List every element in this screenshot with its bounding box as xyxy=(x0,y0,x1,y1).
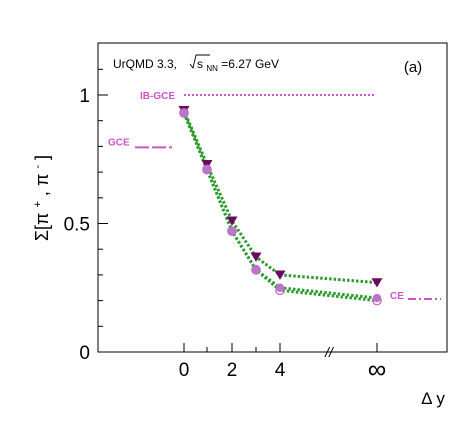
x-axis-label: Δ y xyxy=(421,389,445,408)
series-3-point-6 xyxy=(372,295,382,306)
series-2-point-3 xyxy=(227,227,237,236)
series-line-2 xyxy=(182,112,378,300)
x-tick-label-2: 2 xyxy=(227,360,238,381)
ref-label-gce: GCE xyxy=(108,137,130,148)
x-tick-label-0: 0 xyxy=(179,360,190,381)
plot-frame xyxy=(97,42,448,353)
series-2-point-6 xyxy=(372,293,382,303)
series-2-point-1 xyxy=(179,108,189,118)
series-1-point-3 xyxy=(226,216,238,226)
series-1-point-6 xyxy=(371,278,383,288)
y-axis-label: Σ[π + , π - ] xyxy=(25,155,52,241)
annotation-sqrt: s NN =6.27 GeV xyxy=(197,57,279,74)
y-axis-label-end: ] xyxy=(32,155,52,160)
y-axis-label-sup2: - xyxy=(32,165,44,169)
y-tick-label-0: 0 xyxy=(79,343,90,364)
sqrt-sign xyxy=(189,54,210,70)
series-1-point-4 xyxy=(250,252,262,262)
series-2-point-2 xyxy=(202,165,212,174)
x-axis-break: // xyxy=(324,344,335,360)
series-3-point-1 xyxy=(179,108,189,118)
series-2-point-5 xyxy=(275,283,285,292)
series-3-point-5 xyxy=(275,285,285,296)
annotation-sqrt-s: s xyxy=(197,57,203,71)
ref-label-ce: CE xyxy=(390,291,404,302)
x-tick-label-4: 4 xyxy=(275,360,286,381)
series-1-point-5 xyxy=(274,270,286,280)
ticks-group: 0 2 4 ∞ 0 0.5 1 xyxy=(64,68,387,384)
reference-lines-group: IB-GCE GCE CE xyxy=(108,91,441,302)
x-tick-label-inf: ∞ xyxy=(368,354,387,384)
annotation-text: UrQMD 3.3, xyxy=(113,57,177,71)
series-3-point-3 xyxy=(227,226,237,237)
y-axis-label-mid: , π xyxy=(32,174,52,196)
series-3-point-4 xyxy=(251,264,261,275)
ref-label-ib-gce: IB-GCE xyxy=(140,91,175,102)
series-1-point-2 xyxy=(201,159,213,170)
annotation-value: =6.27 GeV xyxy=(221,57,279,71)
series-3-point-2 xyxy=(202,164,212,175)
annotation: UrQMD 3.3, xyxy=(113,57,177,71)
series-group xyxy=(178,106,383,306)
series-line-1 xyxy=(182,109,378,285)
y-axis-label-sup1: + xyxy=(32,201,44,207)
y-axis-label-main: Σ[π xyxy=(32,213,52,242)
y-tick-label-0-5: 0.5 xyxy=(64,215,90,236)
panel-label: (a) xyxy=(404,59,422,76)
annotation-sqrt-sub: NN xyxy=(206,64,218,73)
y-tick-label-1: 1 xyxy=(79,86,90,107)
series-2-point-4 xyxy=(251,265,261,274)
